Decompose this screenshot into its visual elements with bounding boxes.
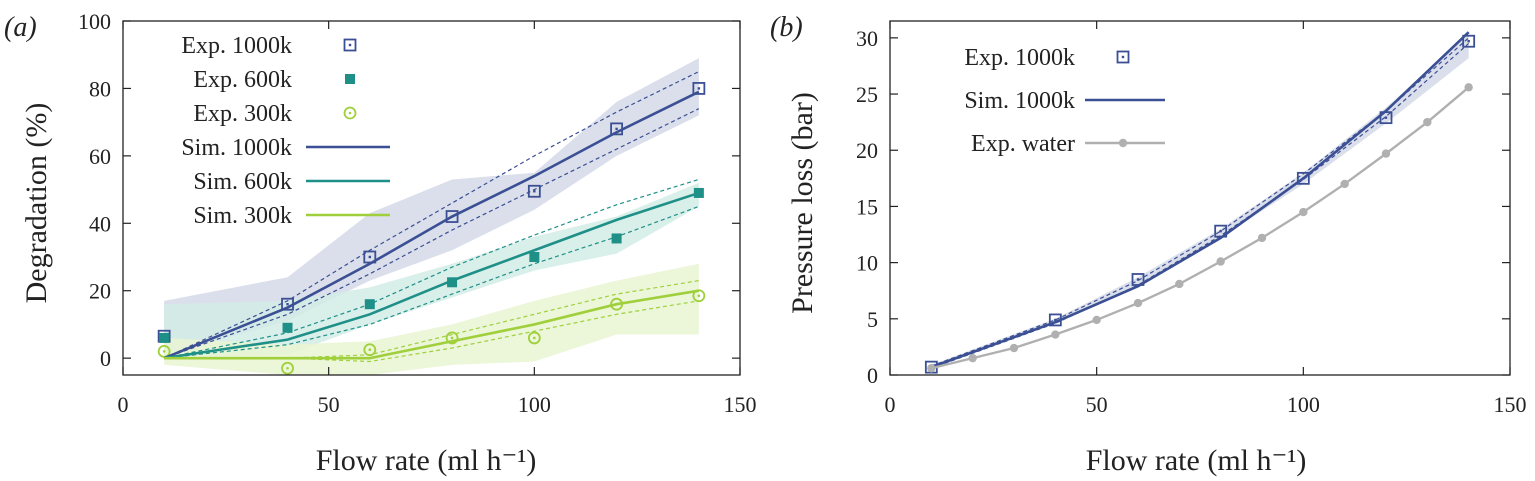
y-tick-label: 0 xyxy=(867,363,878,388)
x-axis-title: Flow rate (ml h⁻¹) xyxy=(316,444,537,477)
y-tick-label: 15 xyxy=(856,194,878,219)
y-axis-title: Degradation (%) xyxy=(20,103,53,304)
legend-marker xyxy=(345,74,355,84)
series-layer xyxy=(157,71,706,375)
legend-marker xyxy=(1118,138,1128,148)
y-tick-label: 25 xyxy=(856,82,878,107)
x-tick-label: 0 xyxy=(885,392,896,417)
point-exp-water xyxy=(1133,298,1143,308)
panel-label: (a) xyxy=(4,12,37,43)
band-sim-1000k xyxy=(931,34,1469,369)
line-sim-1000k xyxy=(930,31,1470,369)
y-tick-label: 5 xyxy=(867,307,878,332)
legend: Exp. 1000k Sim. 1000k Exp. water xyxy=(964,45,1165,157)
upper-bound-sim-1000k xyxy=(163,71,700,359)
lower-bound-sim-300k xyxy=(164,300,699,363)
point-exp-600k xyxy=(611,233,622,244)
point-exp-600k xyxy=(447,277,458,288)
legend-marker xyxy=(1116,50,1130,64)
point-exp-water xyxy=(1257,233,1267,243)
y-tick-label: 60 xyxy=(89,144,111,169)
y-tick-labels: 0 20 40 60 80 100 xyxy=(78,9,111,371)
line-sim-300k xyxy=(164,289,700,360)
y-tick-label: 20 xyxy=(856,138,878,163)
panel-label: (b) xyxy=(770,12,803,43)
point-exp-600k xyxy=(159,332,170,343)
legend-label: Sim. 1000k xyxy=(181,135,292,161)
point-exp-water xyxy=(1423,117,1432,127)
y-tick-label: 10 xyxy=(856,251,878,276)
series-layer xyxy=(924,31,1476,374)
line-sim-600k xyxy=(163,191,700,360)
confidence-bands xyxy=(931,34,1469,369)
x-axis-title: Flow rate (ml h⁻¹) xyxy=(1086,444,1307,477)
y-tick-label: 30 xyxy=(856,26,878,51)
point-exp-water xyxy=(1009,343,1019,353)
legend-label: Exp. 1000k xyxy=(964,45,1075,71)
legend-label: Exp. water xyxy=(971,131,1075,157)
point-exp-water xyxy=(1051,330,1060,339)
point-exp-1000k xyxy=(527,184,541,198)
plot-frame xyxy=(889,20,1511,376)
upper-bound-sim-300k xyxy=(164,280,699,359)
y-tick-labels: 0 5 10 15 20 25 30 xyxy=(856,26,878,388)
panel-b: 0 50 100 150 0 5 10 15 20 25 30 (b) Pressure loss… xyxy=(770,12,1527,477)
tick-marks xyxy=(889,21,1511,376)
point-exp-600k xyxy=(529,252,540,262)
point-exp-300k xyxy=(445,331,459,345)
band-sim-600k xyxy=(164,182,699,359)
x-tick-label: 50 xyxy=(318,392,340,417)
point-exp-water xyxy=(1464,83,1473,92)
legend-label: Exp. 300k xyxy=(193,101,292,127)
legend-label: Sim. 600k xyxy=(193,169,292,195)
x-tick-labels: 0 50 100 150 xyxy=(118,392,757,417)
point-exp-water xyxy=(1175,279,1184,289)
point-exp-water xyxy=(1299,207,1308,217)
legend-label: Sim. 300k xyxy=(193,203,292,229)
legend: Exp. 1000k Exp. 600k Exp. 300k Sim. 1000k Si… xyxy=(181,33,390,229)
y-tick-label: 40 xyxy=(89,211,111,236)
x-tick-labels: 0 50 100 150 xyxy=(885,392,1527,417)
y-tick-label: 0 xyxy=(100,346,111,371)
legend-label: Exp. 1000k xyxy=(181,33,292,59)
lower-bound-sim-1000k xyxy=(163,108,700,359)
legend-label: Exp. 600k xyxy=(193,67,292,93)
point-exp-water xyxy=(1381,149,1391,158)
panel-a: 0 50 100 150 0 20 40 60 80 100 (a) Degradation (… xyxy=(4,9,757,477)
point-exp-300k xyxy=(281,361,294,375)
point-exp-1000k xyxy=(692,82,706,95)
point-exp-600k xyxy=(282,322,293,333)
band-sim-1000k xyxy=(164,58,699,355)
legend-marker xyxy=(343,38,357,52)
legend-label: Sim. 1000k xyxy=(964,88,1075,114)
lower-bound-sim-600k xyxy=(164,205,700,359)
point-exp-water xyxy=(1340,179,1349,189)
line-sim-1000k xyxy=(163,90,700,360)
x-tick-label: 100 xyxy=(518,392,551,417)
x-tick-label: 50 xyxy=(1086,392,1108,417)
y-axis-title: Pressure loss (bar) xyxy=(786,92,819,314)
plot-frame xyxy=(122,20,741,376)
x-tick-label: 150 xyxy=(1494,392,1527,417)
confidence-bands xyxy=(164,58,699,375)
x-tick-label: 0 xyxy=(118,392,129,417)
y-tick-label: 80 xyxy=(89,76,111,101)
y-tick-label: 20 xyxy=(89,279,111,304)
point-exp-300k xyxy=(527,331,541,345)
point-exp-1000k xyxy=(1462,34,1476,48)
point-exp-water xyxy=(927,364,936,373)
y-tick-label: 100 xyxy=(78,9,111,34)
upper-bound-sim-600k xyxy=(164,178,700,359)
x-tick-label: 150 xyxy=(724,392,757,417)
band-sim-300k xyxy=(164,263,699,375)
point-exp-water xyxy=(968,353,977,363)
x-tick-label: 100 xyxy=(1287,392,1320,417)
point-exp-water xyxy=(1092,315,1101,325)
legend-marker xyxy=(343,106,357,120)
line-exp-water xyxy=(931,86,1470,370)
point-exp-water xyxy=(1216,257,1225,266)
